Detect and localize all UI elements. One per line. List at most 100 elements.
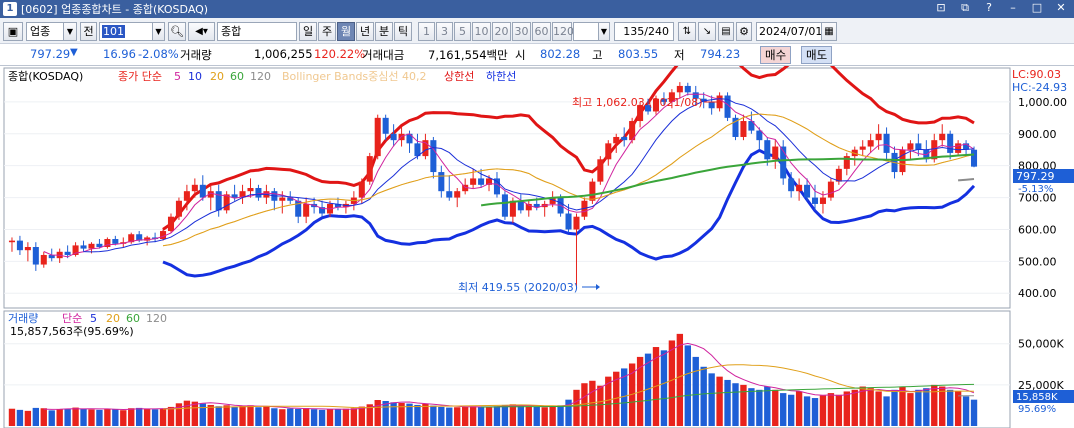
candle-body xyxy=(255,188,262,198)
candle-body xyxy=(684,85,691,93)
indicator-icon[interactable]: ↘ xyxy=(698,22,716,41)
interval-dropdown-icon[interactable]: ▼ xyxy=(598,22,610,41)
period-button-2[interactable]: 월 xyxy=(337,22,355,41)
calendar-icon[interactable]: ▦ xyxy=(821,22,837,41)
volume-bar xyxy=(8,408,16,426)
volume-bar xyxy=(56,409,63,426)
code-dropdown-icon[interactable]: ▼ xyxy=(152,22,165,41)
link-icon[interactable]: ⧉ xyxy=(961,1,969,14)
candle-body xyxy=(32,247,39,265)
period-button-4[interactable]: 분 xyxy=(375,22,393,41)
candle-body xyxy=(295,200,302,217)
candle-body xyxy=(589,181,596,201)
candle-body xyxy=(955,143,962,153)
candle-body xyxy=(334,203,341,208)
interval-button-6[interactable]: 60 xyxy=(532,22,551,41)
interval-button-4[interactable]: 20 xyxy=(492,22,511,41)
candle-body xyxy=(525,203,532,211)
volume-bar xyxy=(430,405,437,426)
volume-bar xyxy=(247,405,254,426)
close-icon[interactable]: ✕ xyxy=(1056,1,1066,14)
chart-tool-icon[interactable]: ⇅ xyxy=(678,22,696,41)
maximize-icon[interactable]: □ xyxy=(1031,1,1043,14)
candle-body xyxy=(287,197,294,201)
interval-button-3[interactable]: 10 xyxy=(472,22,491,41)
period-button-5[interactable]: 틱 xyxy=(394,22,412,41)
candle-body xyxy=(724,95,731,118)
count-display[interactable]: 135/240 xyxy=(614,22,674,41)
min-annotation: 최저 419.55 (2020/03) xyxy=(458,281,578,294)
volume-bar xyxy=(668,340,676,426)
code-input[interactable]: 101 xyxy=(99,22,153,41)
period-button-3[interactable]: 년 xyxy=(356,22,374,41)
period-button-0[interactable]: 일 xyxy=(299,22,317,41)
layout-icon[interactable]: ▣ xyxy=(3,22,23,41)
candle-body xyxy=(613,136,620,144)
candle-body xyxy=(740,121,747,137)
market-dropdown-icon[interactable]: ▼ xyxy=(63,22,77,41)
candle-body xyxy=(279,197,286,201)
jeon-button[interactable]: 전 xyxy=(80,22,97,41)
candle-body xyxy=(652,98,660,112)
volume-bar xyxy=(279,409,286,426)
market-select[interactable]: 업종 xyxy=(26,22,64,41)
volume-bar xyxy=(72,407,79,426)
candle-body xyxy=(732,117,739,137)
sell-button[interactable]: 매도 xyxy=(801,46,833,64)
candle-body xyxy=(708,101,715,109)
interval-button-7[interactable]: 120 xyxy=(552,22,574,41)
settings-gear-icon[interactable]: ⚙ xyxy=(736,22,752,41)
candle-body xyxy=(645,105,652,112)
volume-bar xyxy=(199,403,206,426)
buy-button[interactable]: 매수 xyxy=(760,46,792,64)
volume-bar xyxy=(136,407,143,426)
help-icon[interactable]: ? xyxy=(986,1,992,14)
volume-bar xyxy=(517,405,525,426)
volume-bar xyxy=(541,407,548,426)
candle-body xyxy=(231,194,238,198)
minimize-icon[interactable]: – xyxy=(1010,1,1016,14)
candle-body xyxy=(811,197,819,204)
volume-bar xyxy=(318,409,326,426)
vol-legend-ma120: 120 xyxy=(146,312,167,325)
candle-body xyxy=(144,237,151,241)
chart-area[interactable]: 1,000.00 900.00 800.00 700.00 600.00 500.00 40… xyxy=(0,43,1074,428)
low-value: 794.23 xyxy=(700,47,741,61)
volume-bar xyxy=(684,345,691,426)
period-button-1[interactable]: 주 xyxy=(318,22,336,41)
pin-icon[interactable]: ⊡ xyxy=(936,1,946,14)
volume-bar xyxy=(446,407,453,426)
vol-legend-ma5: 5 xyxy=(90,312,97,325)
interval-button-2[interactable]: 5 xyxy=(454,22,471,41)
interval-button-1[interactable]: 3 xyxy=(436,22,453,41)
save-icon[interactable]: ▤ xyxy=(718,22,734,41)
candle-body xyxy=(573,216,580,230)
interval-button-0[interactable]: 1 xyxy=(418,22,435,41)
high-label: 고 xyxy=(592,48,603,62)
legend-name: 종합(KOSDAQ) xyxy=(8,70,83,83)
volume-bar xyxy=(120,410,127,426)
candle-body xyxy=(819,197,826,204)
date-input[interactable]: 2024/07/01 xyxy=(756,22,822,41)
candle-body xyxy=(303,203,310,217)
stock-chart[interactable]: 1,000.00900.00800.00700.00600.00500.0040… xyxy=(0,43,1074,428)
vol-last-value: 15,858K xyxy=(1016,392,1058,403)
volume-bar xyxy=(32,407,40,426)
candle-body xyxy=(629,121,636,141)
window-number-icon: 1 xyxy=(3,2,17,16)
sound-icon[interactable]: ◀▾ xyxy=(188,22,215,41)
volume-bar xyxy=(493,406,501,426)
interval-button-5[interactable]: 30 xyxy=(512,22,531,41)
candle-body xyxy=(80,245,87,249)
search-icon[interactable]: 🔍︎ xyxy=(168,22,186,41)
volume-bar xyxy=(891,389,898,426)
open-label: 시 xyxy=(515,48,526,62)
volume-bar xyxy=(167,406,175,426)
volume-bar xyxy=(454,407,461,426)
candle-body xyxy=(406,133,413,144)
volume-bar xyxy=(239,405,246,426)
volume-bar xyxy=(64,408,71,426)
candle-body xyxy=(509,200,516,217)
volume-bar xyxy=(811,398,819,426)
